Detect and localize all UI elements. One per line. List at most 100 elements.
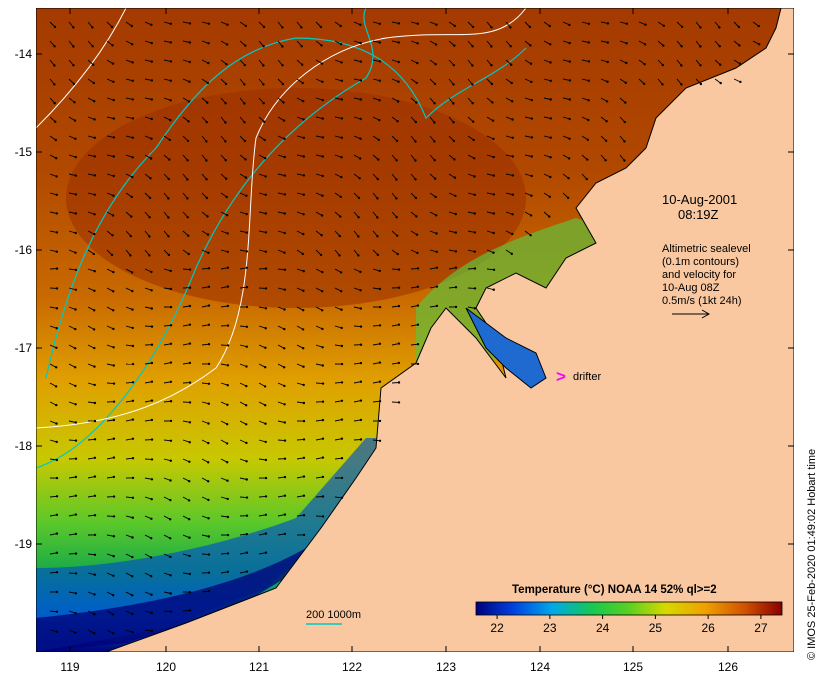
velocity-arrowhead [207, 441, 210, 445]
velocity-arrowhead [623, 159, 626, 162]
velocity-arrowhead [226, 552, 230, 555]
velocity-arrowhead [112, 174, 115, 178]
x-tick-label: 122 [341, 660, 363, 674]
velocity-arrowhead [226, 250, 229, 253]
velocity-arrowhead [454, 305, 458, 309]
velocity-arrowhead [74, 137, 77, 140]
velocity-arrowhead [699, 64, 702, 67]
velocity-arrowhead [415, 233, 419, 236]
velocity-arrowhead [283, 137, 286, 140]
velocity-arrowhead [529, 62, 533, 65]
velocity-arrowhead [624, 81, 627, 85]
velocity-arrowhead [567, 157, 571, 160]
velocity-arrowhead [226, 384, 229, 387]
velocity-arrowhead [264, 287, 268, 290]
velocity-arrowhead [435, 266, 439, 269]
velocity-arrowhead [93, 438, 97, 441]
velocity-arrowhead [397, 401, 401, 404]
velocity-arrowhead [207, 304, 211, 307]
velocity-arrowhead [54, 120, 57, 123]
velocity-arrowhead [264, 267, 268, 270]
velocity-arrowhead [207, 323, 211, 326]
velocity-arrowhead [169, 361, 173, 364]
velocity-arrowhead [378, 305, 382, 309]
velocity-arrowhead [414, 159, 417, 162]
velocity-arrowhead [340, 43, 343, 46]
velocity-arrowhead [150, 629, 154, 633]
velocity-arrowhead [471, 102, 474, 105]
velocity-arrowhead [606, 22, 610, 25]
velocity-arrowhead [93, 514, 97, 517]
velocity-arrowhead [186, 159, 189, 162]
velocity-arrowhead [72, 45, 75, 48]
velocity-arrowhead [112, 117, 116, 120]
velocity-arrowhead [378, 60, 382, 63]
velocity-arrowhead [643, 63, 646, 66]
velocity-arrowhead [473, 287, 477, 290]
velocity-arrowhead [321, 475, 325, 479]
velocity-arrowhead [397, 323, 401, 326]
velocity-arrowhead [434, 177, 437, 180]
velocity-arrowhead [530, 174, 533, 178]
velocity-arrowhead [55, 513, 59, 516]
velocity-arrowhead [244, 176, 248, 179]
velocity-arrowhead [205, 120, 208, 124]
velocity-arrowhead [605, 120, 608, 123]
velocity-arrowhead [169, 574, 172, 577]
velocity-arrowhead [568, 117, 571, 121]
sealevel-contour-b [36, 8, 527, 429]
velocity-arrowhead [167, 235, 170, 238]
velocity-arrowhead [112, 574, 115, 577]
velocity-arrowhead [131, 516, 134, 519]
velocity-arrowhead [55, 630, 58, 633]
velocity-arrowhead [243, 139, 247, 143]
velocity-arrowhead [244, 44, 247, 47]
velocity-arrowhead [340, 117, 344, 120]
velocity-arrowhead [587, 41, 590, 44]
velocity-arrowhead [55, 571, 59, 574]
velocity-arrowhead [397, 60, 400, 64]
velocity-arrowhead [93, 401, 97, 405]
velocity-arrowhead [359, 399, 363, 402]
velocity-arrowhead [454, 231, 457, 234]
sealevel-contour-a [36, 8, 127, 129]
velocity-arrowhead [131, 98, 134, 101]
velocity-arrowhead [302, 232, 305, 236]
velocity-arrowhead [55, 403, 58, 407]
velocity-arrowhead [623, 140, 626, 143]
velocity-arrowhead [53, 25, 57, 29]
velocity-arrowhead [93, 365, 96, 368]
velocity-arrowhead [226, 324, 230, 327]
velocity-arrowhead [74, 366, 77, 369]
velocity-arrowhead [511, 174, 515, 177]
velocity-arrowhead [359, 361, 363, 365]
velocity-arrowhead [131, 381, 135, 384]
velocity-arrowhead [492, 137, 495, 141]
velocity-arrowhead [719, 63, 722, 66]
velocity-arrowhead [321, 327, 324, 331]
velocity-arrowhead [205, 178, 208, 181]
velocity-arrowhead [74, 251, 77, 254]
velocity-arrowhead [226, 403, 229, 406]
velocity-arrowhead [131, 555, 134, 559]
velocity-arrowhead [131, 594, 134, 597]
velocity-arrowhead [55, 346, 58, 349]
velocity-arrowhead [131, 631, 134, 634]
velocity-arrowhead [264, 366, 267, 369]
velocity-arrowhead [302, 365, 305, 368]
contour-200m [36, 8, 374, 469]
velocity-arrowhead [112, 632, 115, 635]
velocity-arrowhead [357, 216, 360, 219]
velocity-arrowhead [91, 45, 94, 48]
velocity-arrowhead [93, 213, 96, 216]
velocity-arrowhead [74, 552, 78, 555]
velocity-arrowhead [55, 495, 59, 498]
velocity-arrowhead [188, 268, 192, 271]
velocity-arrowhead [378, 324, 382, 327]
velocity-arrowhead [378, 342, 382, 345]
velocity-arrowhead [529, 44, 532, 47]
velocity-arrowhead [131, 362, 135, 366]
altimetry-line: and velocity for [662, 269, 736, 281]
velocity-arrowhead [224, 140, 227, 143]
velocity-arrowhead [207, 285, 211, 288]
